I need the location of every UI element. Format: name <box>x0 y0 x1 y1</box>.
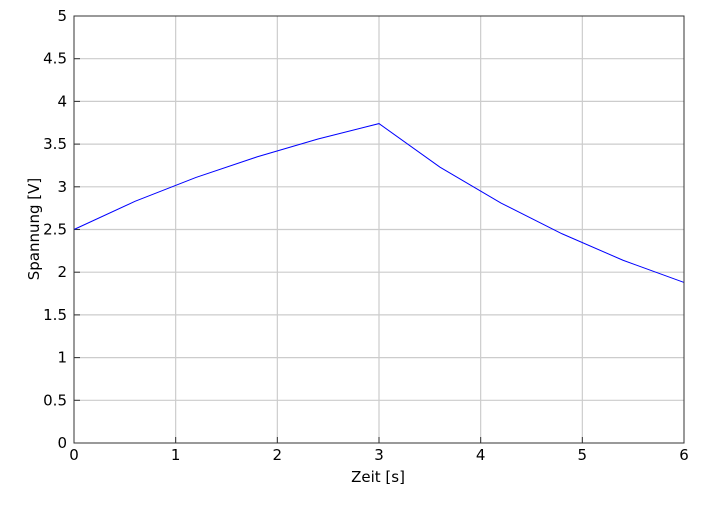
y-tick-label: 0 <box>57 434 67 452</box>
y-tick-label: 2 <box>57 263 67 281</box>
x-axis-label: Zeit [s] <box>351 468 405 486</box>
x-tick-label: 1 <box>171 446 181 464</box>
y-tick-label: 3 <box>57 178 67 196</box>
y-tick-label: 4 <box>57 92 67 110</box>
grid-lines <box>74 16 684 443</box>
y-tick-labels: 0 0.5 1 1.5 2 2.5 3 3.5 4 4.5 5 <box>43 7 67 452</box>
x-tick-label: 2 <box>273 446 283 464</box>
x-tick-label: 5 <box>578 446 588 464</box>
x-tick-label: 3 <box>374 446 384 464</box>
series-line-0 <box>73 123 685 283</box>
y-tick-label: 0.5 <box>43 391 67 409</box>
y-tick-label: 1 <box>57 349 67 367</box>
y-tick-label: 3.5 <box>43 135 67 153</box>
y-tick-label: 1.5 <box>43 306 67 324</box>
y-axis-label: Spannung [V] <box>25 178 43 281</box>
y-tick-label: 4.5 <box>43 50 67 68</box>
x-tick-label: 0 <box>69 446 79 464</box>
y-tick-label: 5 <box>57 7 67 25</box>
plot-frame <box>73 15 685 444</box>
x-tick-label: 6 <box>679 446 689 464</box>
series-layer <box>73 123 685 283</box>
x-tick-label: 4 <box>476 446 486 464</box>
x-tick-labels: 0 1 2 3 4 5 6 <box>69 446 689 464</box>
y-tick-label: 2.5 <box>43 221 67 239</box>
